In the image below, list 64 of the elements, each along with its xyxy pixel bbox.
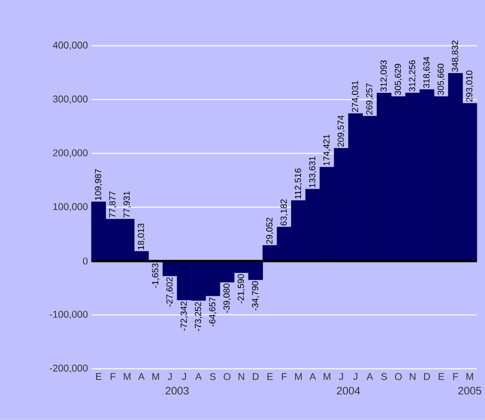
data-label: 209,574 — [338, 116, 345, 147]
data-label: -34,790 — [252, 281, 260, 311]
x-tick-label: A — [309, 373, 316, 380]
data-label: -39,080 — [223, 284, 231, 313]
y-tick-label: 400,000 — [52, 42, 88, 50]
data-label: 312,256 — [409, 60, 416, 92]
data-label: 318,634 — [423, 56, 431, 88]
x-tick-label: E — [438, 373, 444, 380]
data-label: -27,602 — [166, 278, 174, 307]
data-label: 63,182 — [280, 199, 288, 226]
x-tick-label: A — [138, 373, 145, 380]
data-label: 348,832 — [452, 40, 460, 72]
y-tick-label: 300,000 — [52, 96, 88, 104]
x-tick-label: O — [224, 373, 230, 380]
x-tick-label: D — [424, 373, 430, 380]
x-tick-label: J — [182, 373, 186, 380]
x-tick-label: F — [110, 373, 116, 380]
data-label: -73,252 — [194, 302, 202, 332]
data-label: 305,629 — [394, 64, 402, 96]
x-tick-label: F — [282, 373, 287, 380]
data-label: 77,931 — [123, 191, 131, 218]
data-label: 174,421 — [323, 134, 331, 166]
data-label: 29,052 — [266, 218, 274, 244]
data-label: 133,631 — [309, 156, 316, 188]
x-tick-label: J — [338, 373, 343, 380]
x-tick-label: M — [295, 373, 302, 380]
y-tick-label: 100,000 — [53, 203, 88, 212]
x-tick-label: M — [124, 373, 130, 380]
x-tick-label: M — [152, 373, 159, 380]
text: 2004 — [336, 386, 360, 395]
data-label: -64,657 — [209, 298, 216, 327]
data-label: 109,987 — [94, 169, 102, 200]
y-tick-label: -100,000 — [50, 310, 88, 320]
data-label: 305,660 — [438, 64, 445, 96]
data-label: 312,093 — [380, 60, 388, 92]
data-label: 112,516 — [294, 168, 302, 199]
x-tick-label: J — [168, 373, 172, 380]
y-tick-label: -200,000 — [50, 364, 88, 373]
x-tick-label: A — [366, 373, 374, 380]
data-label: -21,590 — [238, 274, 245, 304]
x-tick-label: E — [267, 373, 273, 380]
x-tick-label: D — [252, 373, 259, 380]
data-label: 77,877 — [109, 192, 116, 218]
data-label: 18,013 — [138, 224, 146, 250]
x-tick-label: S — [381, 373, 387, 380]
text: 2005 — [458, 386, 482, 395]
x-tick-label: O — [395, 373, 402, 380]
y-tick-label: 0 — [82, 258, 88, 265]
data-label: 274,031 — [352, 81, 360, 112]
x-tick-label: E — [96, 373, 102, 380]
x-tick-label: S — [210, 373, 216, 380]
x-tick-label: A — [195, 373, 202, 380]
data-label: 293,010 — [466, 70, 474, 102]
x-tick-label: N — [410, 373, 416, 380]
text: 2003 — [166, 386, 189, 395]
data-label: -72,342 — [180, 302, 188, 331]
x-tick-label: J — [353, 373, 358, 380]
y-tick-label: 200,000 — [53, 149, 88, 158]
x-tick-label: M — [324, 373, 330, 380]
x-tick-label: M — [466, 373, 474, 380]
x-tick-label: N — [238, 373, 244, 380]
data-label: -1,653 — [152, 264, 160, 288]
data-label: 269,257 — [366, 84, 374, 115]
x-tick-label: F — [453, 373, 458, 380]
